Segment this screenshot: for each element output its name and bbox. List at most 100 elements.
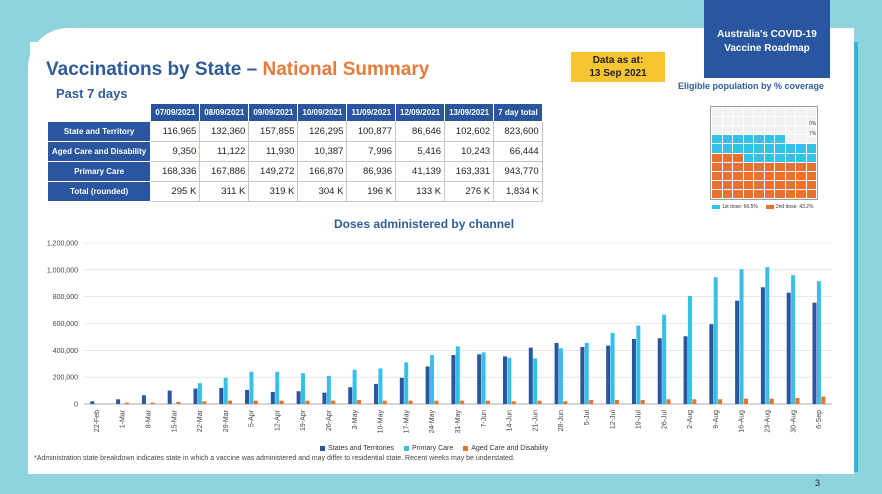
bar-2	[485, 400, 490, 404]
background-band-left	[0, 0, 30, 494]
coverage-cell	[796, 180, 806, 189]
coverage-cell	[796, 135, 806, 144]
y-tick-label: 800,000	[53, 294, 78, 301]
coverage-cell	[775, 117, 785, 126]
bar-2	[228, 400, 233, 404]
coverage-cell	[796, 189, 806, 198]
x-tick-label: 19-Jul	[636, 410, 643, 430]
coverage-cell	[764, 117, 774, 126]
coverage-cell	[733, 171, 743, 180]
coverage-cell	[712, 162, 722, 171]
bar-2	[331, 400, 336, 404]
coverage-cell	[785, 180, 795, 189]
coverage-cell	[775, 171, 785, 180]
bar-2	[640, 399, 645, 404]
bar-0	[812, 302, 817, 404]
bar-0	[245, 389, 250, 404]
coverage-label-top: 0%	[808, 121, 818, 127]
coverage-cell	[806, 126, 816, 135]
coverage-cell	[712, 108, 722, 117]
bar-1	[275, 371, 280, 404]
bar-0	[116, 399, 121, 404]
summary-table: 07/09/2021 08/09/2021 09/09/2021 10/09/2…	[46, 103, 543, 202]
coverage-cell	[743, 117, 753, 126]
coverage-cell	[754, 162, 764, 171]
coverage-cell	[806, 171, 816, 180]
coverage-cell	[743, 153, 753, 162]
coverage-cell	[785, 117, 795, 126]
coverage-cell	[712, 189, 722, 198]
bar-0	[296, 391, 301, 404]
coverage-cell	[754, 189, 764, 198]
coverage-cell	[806, 189, 816, 198]
x-tick-label: 24-May	[429, 410, 436, 434]
bar-0	[477, 354, 482, 404]
coverage-cell	[785, 144, 795, 153]
bar-1	[481, 352, 486, 404]
bar-2	[176, 401, 181, 404]
bar-1	[197, 383, 202, 404]
summary-col-header: 07/09/2021	[150, 103, 201, 122]
page-number: 3	[815, 478, 821, 488]
coverage-cell	[712, 126, 722, 135]
page-title: Vaccinations by State – National Summary	[46, 59, 429, 81]
summary-row-label: State and Territory	[46, 121, 152, 142]
coverage-cell	[733, 189, 743, 198]
x-tick-label: 26-Apr	[326, 409, 333, 431]
bar-1	[223, 377, 228, 404]
coverage-cell	[775, 189, 785, 198]
x-tick-label: 31-May	[455, 410, 462, 434]
coverage-cell	[785, 171, 795, 180]
bar-2	[382, 400, 387, 404]
coverage-cell	[764, 126, 774, 135]
coverage-cell	[796, 162, 806, 171]
x-tick-label: 29-Mar	[223, 409, 230, 432]
bar-0	[167, 390, 172, 404]
summary-row-label: Aged Care and Disability	[46, 141, 152, 162]
bar-0	[735, 300, 740, 404]
summary-cell: 1,834 K	[493, 181, 543, 202]
x-tick-label: 17-May	[403, 410, 410, 434]
summary-row: State and Territory 116,965 132,360 157,855…	[46, 121, 543, 142]
coverage-cell	[806, 108, 816, 117]
bar-2	[150, 402, 155, 404]
y-tick-label: 0	[74, 402, 78, 409]
y-tick-label: 200,000	[53, 375, 78, 382]
x-tick-label: 5-Jul	[584, 410, 591, 426]
bar-1	[301, 373, 306, 404]
coverage-cell	[764, 144, 774, 153]
roadmap-line2: Vaccine Roadmap	[724, 43, 810, 54]
coverage-cell	[785, 126, 795, 135]
bar-1	[507, 357, 512, 404]
coverage-cell	[775, 108, 785, 117]
bar-2	[537, 400, 542, 404]
roadmap-badge: Australia's COVID-19 Vaccine Roadmap	[704, 0, 830, 78]
data-as-at-date: 13 Sep 2021	[589, 68, 647, 79]
coverage-cell	[764, 135, 774, 144]
coverage-cell	[733, 117, 743, 126]
bar-2	[666, 399, 671, 404]
coverage-cell	[785, 153, 795, 162]
x-tick-label: 2-Aug	[687, 410, 694, 429]
coverage-cell	[796, 117, 806, 126]
bar-0	[709, 324, 714, 404]
bar-1	[584, 342, 589, 404]
coverage-cell	[733, 108, 743, 117]
coverage-cell	[796, 171, 806, 180]
summary-cell: 276 K	[444, 181, 495, 202]
coverage-cell	[754, 180, 764, 189]
coverage-legend-second: 2nd dose: 43.2%	[765, 204, 813, 210]
x-tick-label: 3-May	[352, 410, 359, 430]
bar-1	[558, 348, 563, 404]
coverage-cell	[764, 108, 774, 117]
bar-0	[141, 395, 146, 404]
x-tick-label: 22-Feb	[94, 410, 101, 432]
x-tick-label: 10-May	[378, 410, 385, 434]
coverage-cell	[722, 153, 732, 162]
bar-1	[739, 269, 744, 404]
bar-1	[610, 332, 615, 404]
bar-2	[279, 400, 284, 404]
coverage-cell	[785, 108, 795, 117]
coverage-cell	[775, 162, 785, 171]
bar-1	[455, 346, 460, 404]
